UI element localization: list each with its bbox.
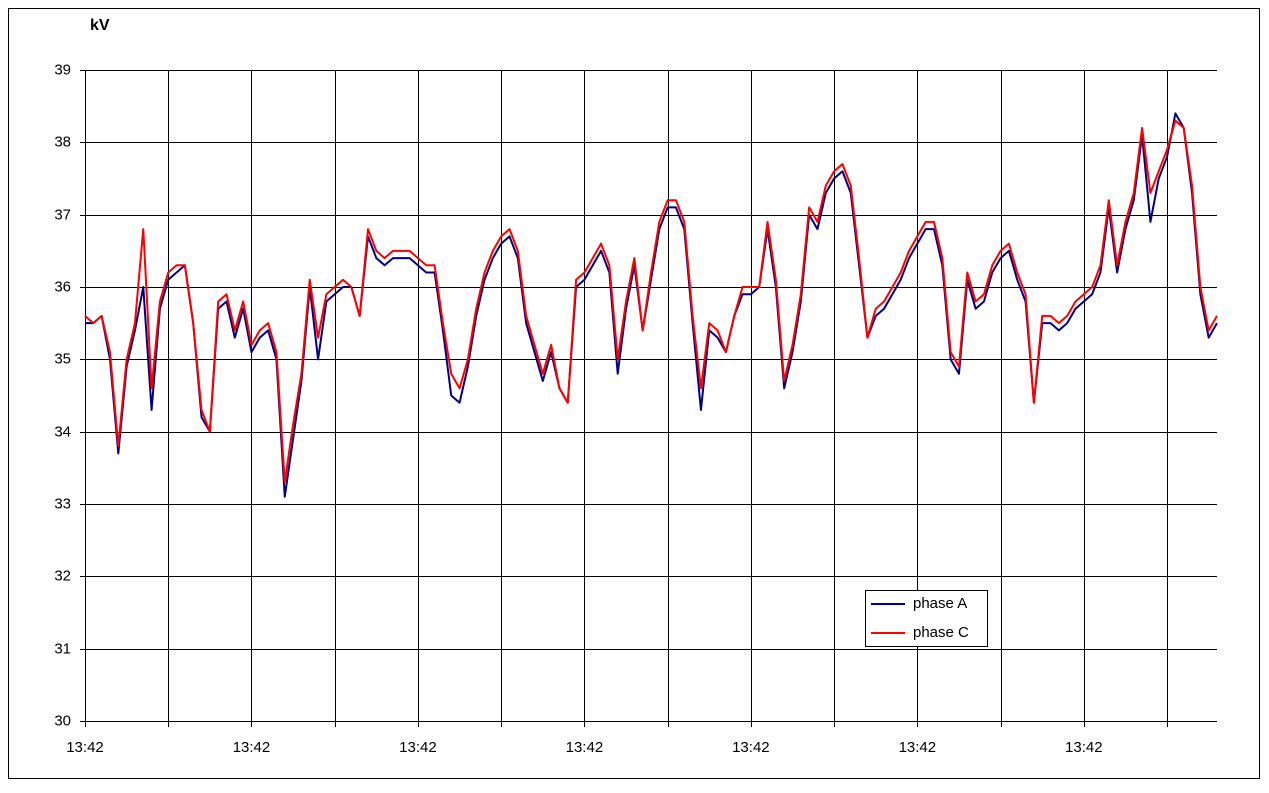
y-tick-label: 39 <box>54 61 71 78</box>
legend-box <box>865 590 988 647</box>
y-tick-label: 35 <box>54 350 71 367</box>
x-tick-label: 13:42 <box>566 739 604 756</box>
x-tick-label: 13:42 <box>66 739 104 756</box>
x-tick-label: 13:42 <box>899 739 937 756</box>
x-tick-label: 13:42 <box>233 739 271 756</box>
x-tick-label: 13:42 <box>399 739 437 756</box>
legend-label: phase A <box>913 595 967 612</box>
y-tick-label: 37 <box>54 206 71 223</box>
y-tick-label: 32 <box>54 567 71 584</box>
x-tick-label: 13:42 <box>732 739 770 756</box>
x-tick-label: 13:42 <box>1065 739 1103 756</box>
legend-label: phase C <box>913 624 969 641</box>
y-axis-label: kV <box>90 17 110 34</box>
y-tick-label: 30 <box>54 712 71 729</box>
series-line <box>84 119 1218 484</box>
y-tick-label: 31 <box>54 640 71 657</box>
legend: phase A phase C <box>865 590 988 647</box>
y-tick-label: 36 <box>54 278 71 295</box>
chart-border <box>8 8 1260 779</box>
y-tick-label: 34 <box>54 423 71 440</box>
y-tick-label: 38 <box>54 133 71 150</box>
y-tick-label: 33 <box>54 495 71 512</box>
